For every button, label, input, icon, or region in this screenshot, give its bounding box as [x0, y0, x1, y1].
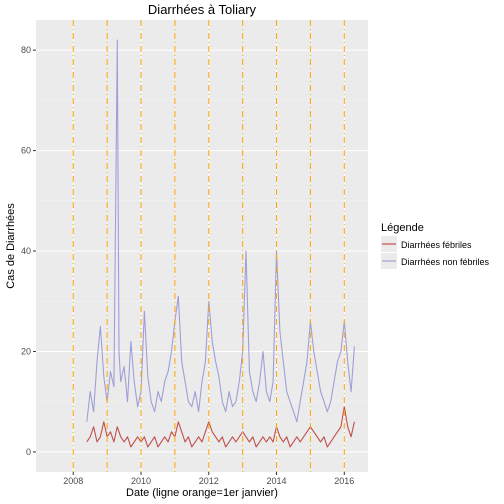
y-tick-label: 40: [21, 246, 31, 256]
y-tick-label: 0: [26, 447, 31, 457]
x-tick-label: 2012: [199, 476, 219, 486]
y-axis-label: Cas de Diarrhées: [5, 203, 17, 289]
x-axis-label: Date (ligne orange=1er janvier): [126, 487, 278, 499]
x-tick-label: 2014: [267, 476, 287, 486]
january-lines: [72, 20, 345, 472]
series-line-febrile: [86, 406, 355, 448]
x-tick-label: 2016: [334, 476, 354, 486]
x-axis: 2008 2010 2012 2014 2016: [63, 472, 354, 486]
legend-label-febrile: Diarrhées fébriles: [401, 240, 472, 250]
series-layer: [86, 39, 355, 448]
y-axis: 0 20 40 60 80: [21, 45, 36, 457]
chart-title: Diarrhées à Toliary: [148, 2, 257, 17]
legend-title: Légende: [381, 222, 424, 234]
x-tick-label: 2008: [63, 476, 83, 486]
y-tick-label: 20: [21, 346, 31, 356]
y-tick-label: 80: [21, 45, 31, 55]
legend: Légende Diarrhées fébriles Diarrhées non…: [381, 222, 490, 269]
series-line-non-febrile: [86, 39, 355, 423]
legend-label-non-febrile: Diarrhées non fébriles: [401, 257, 490, 267]
plot-panel: [36, 20, 368, 472]
y-tick-label: 60: [21, 146, 31, 156]
x-tick-label: 2010: [131, 476, 151, 486]
